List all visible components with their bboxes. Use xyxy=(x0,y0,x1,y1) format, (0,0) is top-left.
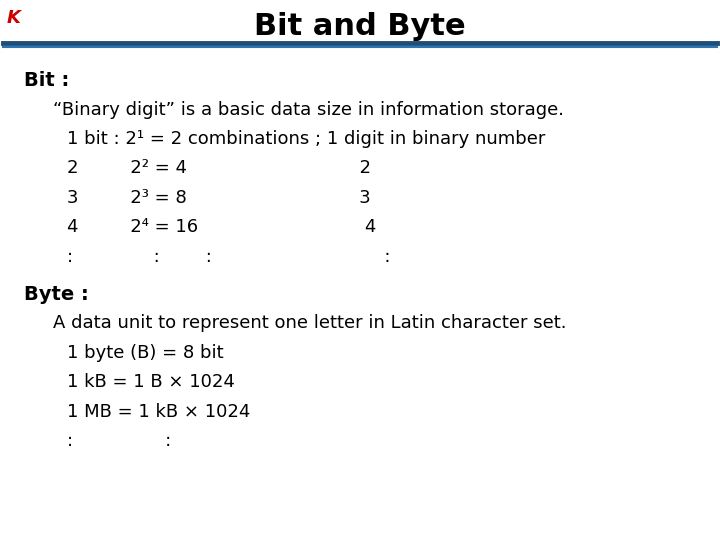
Text: 1 byte (B) = 8 bit: 1 byte (B) = 8 bit xyxy=(67,344,224,362)
Text: 1 bit : 2¹ = 2 combinations ; 1 digit in binary number: 1 bit : 2¹ = 2 combinations ; 1 digit in… xyxy=(67,130,546,148)
Text: 4         2⁴ = 16                             4: 4 2⁴ = 16 4 xyxy=(67,218,377,236)
Text: 1 kB = 1 B × 1024: 1 kB = 1 B × 1024 xyxy=(67,373,235,392)
Text: :              :        :                              :: : : : : xyxy=(67,248,390,266)
Text: :                :: : : xyxy=(67,432,171,450)
Text: Byte :: Byte : xyxy=(24,285,89,303)
Text: Bit :: Bit : xyxy=(24,71,69,90)
Text: K: K xyxy=(6,9,20,27)
Text: A data unit to represent one letter in Latin character set.: A data unit to represent one letter in L… xyxy=(53,314,567,333)
Text: Bit and Byte: Bit and Byte xyxy=(254,12,466,42)
Text: “Binary digit” is a basic data size in information storage.: “Binary digit” is a basic data size in i… xyxy=(53,100,564,119)
Text: 1 MB = 1 kB × 1024: 1 MB = 1 kB × 1024 xyxy=(67,403,251,421)
Text: 3         2³ = 8                              3: 3 2³ = 8 3 xyxy=(67,189,371,207)
Text: 2         2² = 4                              2: 2 2² = 4 2 xyxy=(67,159,371,178)
